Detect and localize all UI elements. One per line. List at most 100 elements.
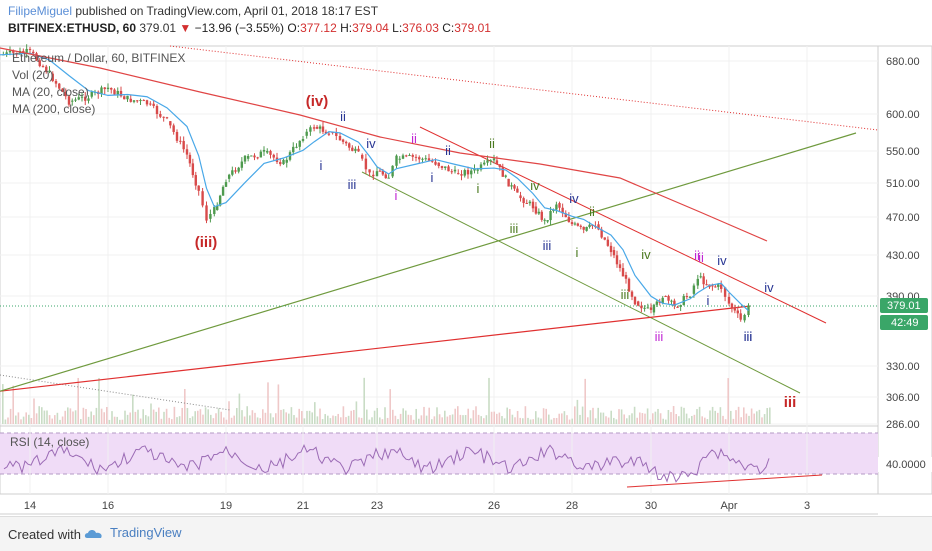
volume-bar (85, 408, 87, 424)
volume-bar (259, 418, 261, 424)
candle-body (395, 155, 398, 166)
candle-body (582, 226, 585, 230)
candle-body (567, 217, 571, 223)
candle-body (564, 213, 567, 218)
candle-body (655, 301, 659, 305)
candle-body (139, 100, 142, 102)
candle-body (106, 87, 110, 90)
candle-body (667, 296, 670, 301)
candle-body (262, 149, 266, 152)
volume-bar (215, 413, 217, 424)
volume-bar (607, 417, 610, 424)
volume-bar (636, 417, 638, 424)
volume-bar (319, 408, 321, 424)
candle-body (615, 255, 619, 265)
volume-bar (418, 418, 420, 424)
volume-bar (43, 410, 46, 424)
candle-body (646, 307, 649, 309)
candle-body (67, 96, 71, 105)
volume-bar (64, 410, 66, 424)
volume-bar (516, 410, 519, 424)
volume-bar (2, 384, 4, 424)
price-pane (0, 45, 879, 427)
volume-bar (451, 414, 454, 424)
y-tick-label: 286.00 (886, 419, 920, 431)
volume-bar (522, 418, 524, 424)
volume-bar (12, 385, 14, 424)
volume-bar (269, 413, 272, 424)
candle-body (372, 174, 375, 177)
wave-label: ii (694, 248, 700, 263)
candle-body (213, 206, 216, 215)
volume-bar (142, 409, 144, 424)
candle-body (447, 166, 450, 172)
volume-bar (337, 413, 339, 424)
volume-bar (389, 389, 391, 424)
candle-body (48, 70, 51, 72)
volume-bars (2, 377, 771, 424)
candle-body (516, 188, 519, 193)
volume-bar (574, 406, 576, 424)
volume-bar (147, 416, 150, 424)
candle-body (136, 100, 139, 102)
candle-body (123, 96, 126, 100)
volume-bar (189, 417, 191, 424)
created-with-text: Created with (8, 527, 81, 542)
candle-body (609, 245, 613, 253)
candle-body (87, 98, 90, 101)
volume-bar (137, 409, 139, 424)
candle-body (152, 103, 155, 106)
volume-bar (191, 416, 194, 424)
volume-bar (386, 417, 389, 424)
candle-body (145, 100, 149, 105)
axis-labels: 680.00600.00550.00510.00470.00430.00390.… (24, 56, 932, 512)
volume-bar (594, 418, 597, 424)
candle-body (38, 60, 41, 67)
volume-bar (103, 412, 105, 424)
volume-bar (438, 414, 441, 424)
volume-bar (730, 410, 732, 424)
volume-bar (423, 406, 425, 424)
candle-body (110, 87, 113, 90)
candle-body (633, 296, 637, 305)
candle-body (495, 160, 499, 165)
volume-bar (321, 419, 324, 424)
volume-bar (428, 407, 430, 424)
author-link[interactable]: FilipeMiguel (8, 4, 73, 18)
volume-bar (207, 409, 209, 424)
published-text: published on TradingView.com, April 01, … (75, 4, 379, 18)
wave-label: iii (543, 238, 552, 253)
candle-body (119, 90, 123, 97)
volume-bar (129, 412, 131, 424)
volume-bar (353, 409, 355, 424)
candle-body (561, 207, 564, 214)
volume-bar (217, 408, 220, 424)
volume-bar (160, 418, 163, 424)
volume-bar (558, 413, 560, 424)
x-tick-label: 19 (220, 500, 232, 512)
volume-bar (124, 410, 126, 424)
candle-body (624, 274, 628, 279)
projection-down (0, 305, 751, 392)
volume-bar (236, 408, 238, 424)
volume-bar (163, 411, 165, 424)
volume-bar (706, 419, 709, 424)
candle-body (431, 160, 434, 162)
chart-area[interactable]: (iv) ii i iv iii ii i i ii ii i (iii) iii iv iii iv ii i i… (0, 40, 932, 515)
volume-bar (737, 406, 740, 424)
volume-bar (254, 412, 256, 424)
volume-bar (631, 413, 633, 424)
volume-bar (87, 416, 90, 424)
volume-bar (264, 412, 267, 424)
volume-bar (769, 407, 771, 424)
tradingview-link[interactable]: TradingView (84, 525, 182, 540)
candle-body (470, 170, 473, 175)
down-arrow-icon: ▼ (179, 21, 192, 35)
volume-bar (665, 419, 667, 424)
wave-label: i (320, 158, 323, 173)
high-value: 379.04 (352, 21, 389, 35)
candle-body (162, 116, 165, 118)
volume-bar (405, 410, 407, 424)
candle-body (364, 158, 368, 170)
